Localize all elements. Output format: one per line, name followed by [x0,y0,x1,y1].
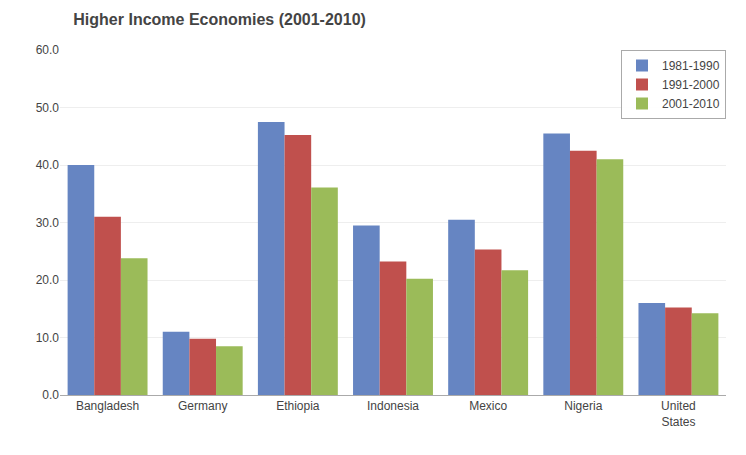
svg-text:Mexico: Mexico [469,399,507,413]
svg-text:Indonesia: Indonesia [367,399,419,413]
svg-text:Ethiopia: Ethiopia [276,399,320,413]
svg-text:UnitedStates: UnitedStates [661,399,696,429]
svg-text:40.0: 40.0 [36,158,60,172]
svg-text:Bangladesh: Bangladesh [76,399,139,413]
svg-text:30.0: 30.0 [36,216,60,230]
svg-text:0.0: 0.0 [42,388,59,402]
svg-text:60.0: 60.0 [36,43,60,57]
svg-text:10.0: 10.0 [36,331,60,345]
svg-text:1991-2000: 1991-2000 [662,78,720,92]
svg-text:2001-2010: 2001-2010 [662,97,720,111]
svg-text:Higher Income Economies (2001-: Higher Income Economies (2001-2010) [73,11,366,28]
svg-text:20.0: 20.0 [36,273,60,287]
svg-text:Germany: Germany [178,399,227,413]
svg-text:50.0: 50.0 [36,101,60,115]
svg-text:1981-1990: 1981-1990 [662,59,720,73]
svg-text:Nigeria: Nigeria [564,399,602,413]
